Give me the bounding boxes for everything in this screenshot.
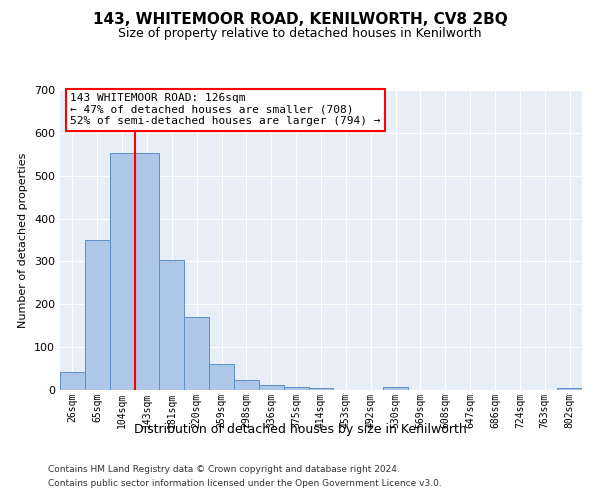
Bar (308, 388, 334, 390)
Bar (160, 260, 184, 390)
Text: 143, WHITEMOOR ROAD, KENILWORTH, CV8 2BQ: 143, WHITEMOOR ROAD, KENILWORTH, CV8 2BQ (92, 12, 508, 28)
Text: 143 WHITEMOOR ROAD: 126sqm
← 47% of detached houses are smaller (708)
52% of sem: 143 WHITEMOOR ROAD: 126sqm ← 47% of deta… (70, 93, 381, 126)
Text: Distribution of detached houses by size in Kenilworth: Distribution of detached houses by size … (134, 422, 466, 436)
Text: Contains HM Land Registry data © Crown copyright and database right 2024.: Contains HM Land Registry data © Crown c… (48, 466, 400, 474)
Bar (60, 372, 85, 390)
Text: Size of property relative to detached houses in Kenilworth: Size of property relative to detached ho… (118, 28, 482, 40)
Bar (134, 153, 160, 390)
Bar (184, 317, 209, 390)
Bar (85, 240, 110, 390)
Text: Contains public sector information licensed under the Open Government Licence v3: Contains public sector information licen… (48, 479, 442, 488)
Bar (110, 153, 134, 390)
Bar (209, 364, 234, 390)
Bar (557, 388, 582, 390)
Bar (234, 380, 259, 390)
Y-axis label: Number of detached properties: Number of detached properties (19, 152, 28, 328)
Bar (284, 388, 308, 390)
Bar (383, 388, 408, 390)
Bar (259, 385, 284, 390)
